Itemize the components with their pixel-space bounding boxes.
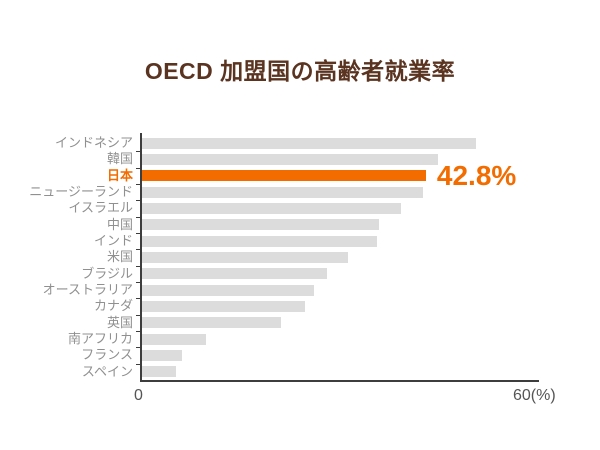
- y-axis-tick: [136, 347, 140, 349]
- category-label: 英国: [106, 314, 133, 330]
- y-axis-tick: [136, 184, 140, 185]
- bar-highlight: [142, 170, 426, 182]
- category-label: 韓国: [106, 151, 133, 167]
- y-axis-tick: [136, 151, 140, 153]
- x-tick-label-max: 60(%): [513, 387, 556, 404]
- y-axis-tick: [136, 314, 140, 316]
- bar-row: 韓国: [0, 151, 600, 167]
- bar-row: イスラエル: [0, 200, 600, 216]
- highlight-value-label: 42.8%: [436, 159, 517, 191]
- bar: [142, 137, 477, 149]
- bar-row: スペイン: [0, 364, 600, 380]
- category-label: フランス: [81, 347, 133, 363]
- bar-row: インドネシア: [0, 135, 600, 151]
- category-label: インドネシア: [54, 135, 133, 150]
- bar: [142, 186, 423, 198]
- y-axis-tick: [136, 331, 140, 332]
- bar: [142, 202, 401, 214]
- y-axis-tick: [136, 298, 140, 300]
- category-label: カナダ: [93, 298, 133, 314]
- y-axis-tick: [136, 167, 140, 169]
- bar: [142, 300, 306, 312]
- chart-title: OECD 加盟国の高齢者就業率: [144, 58, 456, 84]
- bar: [142, 268, 328, 280]
- category-label: 南アフリカ: [67, 331, 133, 346]
- bar: [142, 349, 182, 361]
- bar-row: 日本: [0, 168, 600, 184]
- category-label: スペイン: [81, 363, 133, 379]
- bar-row: フランス: [0, 347, 600, 363]
- y-axis-tick: [136, 216, 140, 218]
- bar-row: オーストラリア: [0, 282, 600, 298]
- bar: [142, 284, 314, 296]
- y-axis-tick: [136, 265, 140, 267]
- y-axis-tick: [136, 200, 140, 202]
- x-tick-label-zero: 0: [134, 387, 143, 404]
- y-axis-line: [140, 133, 142, 382]
- bar-row: 中国: [0, 217, 600, 233]
- bar-row: 米国: [0, 249, 600, 265]
- bar: [142, 333, 206, 345]
- x-axis-line: [140, 380, 539, 382]
- y-axis-tick: [136, 249, 140, 251]
- category-label: 日本: [106, 167, 133, 183]
- category-label: ブラジル: [81, 265, 133, 281]
- bar-row: ニュージーランド: [0, 184, 600, 200]
- category-label: 米国: [106, 249, 133, 265]
- y-axis-tick: [136, 282, 140, 283]
- bar: [142, 235, 378, 247]
- bar-row: 南アフリカ: [0, 331, 600, 347]
- category-label: インド: [93, 233, 133, 248]
- bar: [142, 153, 438, 165]
- bar: [142, 317, 281, 329]
- bar: [142, 366, 176, 378]
- bar: [142, 219, 379, 231]
- category-label: オーストラリア: [42, 282, 133, 297]
- category-label: イスラエル: [68, 200, 133, 216]
- category-label: 中国: [106, 216, 133, 232]
- bar-row: 英国: [0, 315, 600, 331]
- bar: [142, 251, 348, 263]
- plot-area: インドネシア 韓国 42.8% 日本 ニュージーランド イスラエル 中国 インド 米国 ブラジルオ…: [0, 133, 600, 404]
- category-label: ニュージーランド: [29, 184, 133, 199]
- bar-row: ブラジル: [0, 266, 600, 282]
- y-axis-tick: [136, 233, 140, 234]
- bar-row: カナダ: [0, 298, 600, 314]
- y-axis-tick: [136, 363, 140, 365]
- bar-row: インド: [0, 233, 600, 249]
